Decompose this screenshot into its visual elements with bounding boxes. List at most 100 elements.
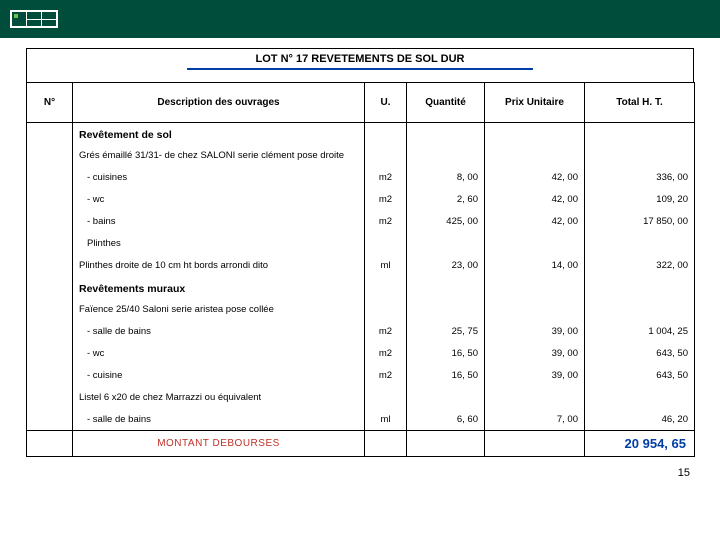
cell-qty: 23, 00 xyxy=(407,255,485,277)
table-row: Revêtement de sol xyxy=(27,123,695,145)
footer-row: MONTANT DEBOURSES 20 954, 65 xyxy=(27,431,695,457)
cell-qty xyxy=(407,145,485,167)
cell-qty: 25, 75 xyxy=(407,321,485,343)
cell-total xyxy=(585,277,695,299)
cell-total: 336, 00 xyxy=(585,167,695,189)
cell-pu xyxy=(485,145,585,167)
footer-total: 20 954, 65 xyxy=(585,431,695,457)
table-row: - cuisinesm28, 0042, 00336, 00 xyxy=(27,167,695,189)
cell-desc: - cuisine xyxy=(73,365,365,387)
cell-unit: ml xyxy=(365,255,407,277)
cell-pu: 42, 00 xyxy=(485,167,585,189)
cell-desc: Grés émaillé 31/31- de chez SALONI serie… xyxy=(73,145,365,167)
app-header xyxy=(0,0,720,38)
table-row: - cuisinem216, 5039, 00643, 50 xyxy=(27,365,695,387)
cell-pu xyxy=(485,299,585,321)
cell-pu: 14, 00 xyxy=(485,255,585,277)
cell-qty: 16, 50 xyxy=(407,343,485,365)
cell-total: 643, 50 xyxy=(585,365,695,387)
cell-pu xyxy=(485,123,585,145)
cell-desc: - bains xyxy=(73,211,365,233)
cell-unit xyxy=(365,299,407,321)
table-header-row: N° Description des ouvrages U. Quantité … xyxy=(27,83,695,123)
col-num: N° xyxy=(27,83,73,123)
cell-desc: - cuisines xyxy=(73,167,365,189)
cell-qty: 425, 00 xyxy=(407,211,485,233)
col-pu: Prix Unitaire xyxy=(485,83,585,123)
col-total: Total H. T. xyxy=(585,83,695,123)
cell-pu: 42, 00 xyxy=(485,189,585,211)
table-row: Plinthes xyxy=(27,233,695,255)
cell-unit: m2 xyxy=(365,321,407,343)
cell-unit: m2 xyxy=(365,211,407,233)
cell-qty: 6, 60 xyxy=(407,409,485,431)
cell-unit: m2 xyxy=(365,189,407,211)
cell-desc: Plinthes droite de 10 cm ht bords arrond… xyxy=(73,255,365,277)
logo-icon xyxy=(10,10,58,28)
cell-pu: 7, 00 xyxy=(485,409,585,431)
cell-unit xyxy=(365,145,407,167)
page-number: 15 xyxy=(678,467,690,479)
cell-total: 109, 20 xyxy=(585,189,695,211)
cell-unit: m2 xyxy=(365,365,407,387)
col-desc: Description des ouvrages xyxy=(73,83,365,123)
cell-total: 643, 50 xyxy=(585,343,695,365)
cell-desc: - wc xyxy=(73,189,365,211)
table-row: - salle de bainsml6, 607, 0046, 20 xyxy=(27,409,695,431)
cell-unit: m2 xyxy=(365,343,407,365)
cell-desc: Listel 6 x20 de chez Marrazzi ou équival… xyxy=(73,387,365,409)
cell-desc: - salle de bains xyxy=(73,409,365,431)
cell-desc: Revêtement de sol xyxy=(73,123,365,145)
table-row: - wcm22, 6042, 00109, 20 xyxy=(27,189,695,211)
cell-total: 322, 00 xyxy=(585,255,695,277)
cell-qty xyxy=(407,299,485,321)
cell-pu xyxy=(485,387,585,409)
cell-total xyxy=(585,233,695,255)
table-row: Revêtements muraux xyxy=(27,277,695,299)
cell-desc: Faïence 25/40 Saloni serie aristea pose … xyxy=(73,299,365,321)
cell-qty xyxy=(407,387,485,409)
cell-desc: - wc xyxy=(73,343,365,365)
cell-unit xyxy=(365,387,407,409)
lot-title: LOT N° 17 REVETEMENTS DE SOL DUR xyxy=(26,48,694,68)
cell-unit: ml xyxy=(365,409,407,431)
table-row: Faïence 25/40 Saloni serie aristea pose … xyxy=(27,299,695,321)
cell-qty: 2, 60 xyxy=(407,189,485,211)
col-qty: Quantité xyxy=(407,83,485,123)
cell-total xyxy=(585,387,695,409)
cell-unit xyxy=(365,123,407,145)
cell-total: 46, 20 xyxy=(585,409,695,431)
document-sheet: LOT N° 17 REVETEMENTS DE SOL DUR N° Desc… xyxy=(26,48,694,457)
table-row: Plinthes droite de 10 cm ht bords arrond… xyxy=(27,255,695,277)
table-row: - wcm216, 5039, 00643, 50 xyxy=(27,343,695,365)
cell-desc: Plinthes xyxy=(73,233,365,255)
cell-pu: 39, 00 xyxy=(485,343,585,365)
cell-qty xyxy=(407,123,485,145)
col-unit: U. xyxy=(365,83,407,123)
cell-qty xyxy=(407,233,485,255)
cell-total xyxy=(585,145,695,167)
cell-pu xyxy=(485,277,585,299)
table-row: - salle de bainsm225, 7539, 001 004, 25 xyxy=(27,321,695,343)
cell-total xyxy=(585,299,695,321)
cell-pu xyxy=(485,233,585,255)
table-row: Listel 6 x20 de chez Marrazzi ou équival… xyxy=(27,387,695,409)
table-row: - bainsm2425, 0042, 0017 850, 00 xyxy=(27,211,695,233)
cell-desc: Revêtements muraux xyxy=(73,277,365,299)
cell-qty: 16, 50 xyxy=(407,365,485,387)
ouvrages-table: N° Description des ouvrages U. Quantité … xyxy=(26,82,695,457)
cell-qty: 8, 00 xyxy=(407,167,485,189)
footer-label: MONTANT DEBOURSES xyxy=(73,431,365,457)
cell-unit xyxy=(365,233,407,255)
cell-unit xyxy=(365,277,407,299)
cell-total: 17 850, 00 xyxy=(585,211,695,233)
cell-qty xyxy=(407,277,485,299)
cell-unit: m2 xyxy=(365,167,407,189)
cell-pu: 39, 00 xyxy=(485,365,585,387)
cell-total: 1 004, 25 xyxy=(585,321,695,343)
table-row: Grés émaillé 31/31- de chez SALONI serie… xyxy=(27,145,695,167)
cell-pu: 39, 00 xyxy=(485,321,585,343)
cell-desc: - salle de bains xyxy=(73,321,365,343)
cell-pu: 42, 00 xyxy=(485,211,585,233)
cell-total xyxy=(585,123,695,145)
